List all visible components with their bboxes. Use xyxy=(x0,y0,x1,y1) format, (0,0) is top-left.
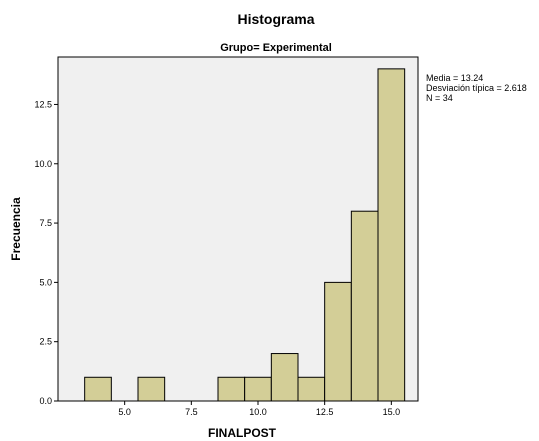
axes-group: 5.0 7.5 10.0 12.5 15.0 0.0 2.5 5.0 7.5 10.0 12.5 xyxy=(34,99,400,417)
histogram-bar xyxy=(244,376,272,402)
bars-group xyxy=(84,68,406,402)
x-tick-label: 7.5 xyxy=(185,407,198,417)
y-tick-label: 5.0 xyxy=(39,277,52,287)
histogram-bar xyxy=(137,376,166,402)
y-tick-label: 7.5 xyxy=(39,218,52,228)
y-tick-label: 10.0 xyxy=(34,159,52,169)
x-tick-label: 10.0 xyxy=(249,407,267,417)
histogram-bar xyxy=(324,281,352,402)
y-axis-title: Frecuencia xyxy=(9,197,23,261)
x-tick-label: 12.5 xyxy=(316,407,334,417)
y-tick-label: 0.0 xyxy=(39,396,52,406)
x-axis-title: FINALPOST xyxy=(208,426,277,440)
histogram-bar xyxy=(350,210,379,402)
histogram-bar xyxy=(377,68,406,402)
stats-mean: Media = 13.24 xyxy=(426,73,483,83)
x-tick-label: 5.0 xyxy=(118,407,131,417)
y-tick-label: 12.5 xyxy=(34,99,52,109)
x-tick-label: 15.0 xyxy=(383,407,401,417)
y-tick-label: 2.5 xyxy=(39,337,52,347)
histogram-bar xyxy=(84,376,112,402)
stats-std: Desviación típica = 2.618 xyxy=(426,83,527,93)
histogram-bar xyxy=(270,353,299,402)
chart-subtitle: Grupo= Experimental xyxy=(220,42,332,54)
histogram-bar xyxy=(217,376,246,402)
chart-title: Histograma xyxy=(237,11,314,27)
histogram-bar xyxy=(297,376,326,402)
stats-n: N = 34 xyxy=(426,93,453,103)
